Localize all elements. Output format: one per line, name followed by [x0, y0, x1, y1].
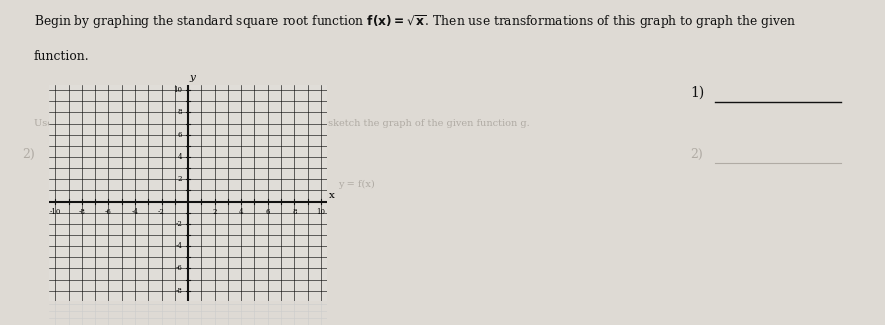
Text: -10: -10 — [50, 208, 61, 215]
Text: function.: function. — [34, 50, 89, 63]
Text: -10: -10 — [171, 309, 182, 317]
Text: y = f(x): y = f(x) — [338, 180, 375, 189]
Text: 2: 2 — [178, 175, 182, 183]
Text: 2): 2) — [22, 148, 35, 161]
Text: 10: 10 — [316, 208, 326, 215]
Text: 8: 8 — [178, 108, 182, 116]
Text: -4: -4 — [175, 242, 182, 250]
Text: -6: -6 — [105, 208, 112, 215]
Text: 1): 1) — [690, 86, 704, 100]
Text: -8: -8 — [79, 208, 85, 215]
Text: 6: 6 — [178, 131, 182, 139]
Text: 6: 6 — [266, 208, 270, 215]
Text: 1)  $\mathbf{h(x)=\sqrt{x+1}}$: 1) $\mathbf{h(x)=\sqrt{x+1}}$ — [55, 86, 182, 109]
Text: 4: 4 — [239, 208, 243, 215]
Text: Begin by graphing the standard square root function $\mathbf{f(x)=\sqrt{x}}$. Th: Begin by graphing the standard square ro… — [34, 13, 796, 31]
Text: 8: 8 — [292, 208, 296, 215]
Text: 2: 2 — [212, 208, 217, 215]
Text: -2: -2 — [175, 220, 182, 228]
Text: 4: 4 — [178, 153, 182, 161]
Text: x: x — [329, 191, 335, 200]
Text: -4: -4 — [132, 208, 138, 215]
Text: 2): 2) — [690, 148, 703, 161]
Text: -2: -2 — [158, 208, 165, 215]
Text: 10: 10 — [173, 86, 182, 94]
Text: -6: -6 — [175, 264, 182, 272]
Text: y: y — [189, 73, 196, 82]
Text: -8: -8 — [175, 287, 182, 295]
Text: Use the graph of the function f, plotted with a solid line, to sketch the graph : Use the graph of the function f, plotted… — [34, 119, 529, 128]
